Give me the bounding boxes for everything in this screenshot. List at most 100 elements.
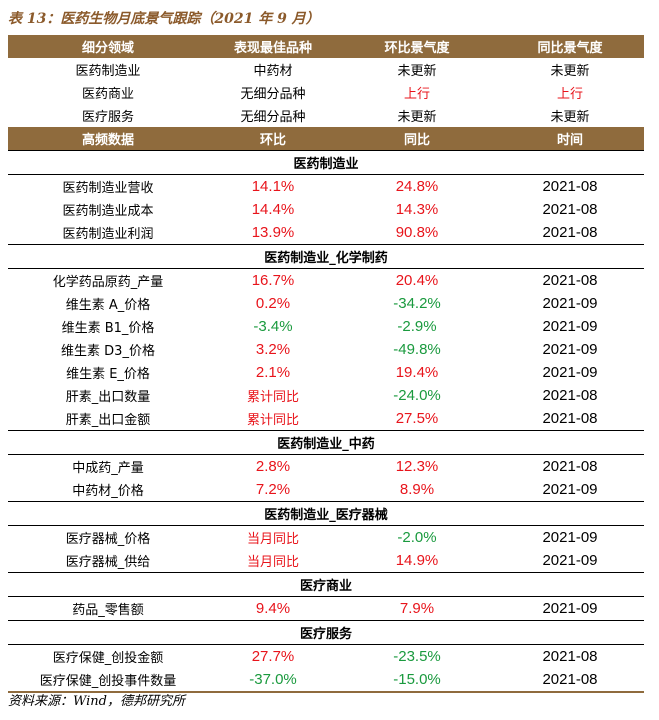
table-row: 维生素 D3_价格 3.2% -49.8% 2021-09	[8, 338, 644, 361]
table-cell: 3.2%	[255, 341, 291, 358]
table-cell: 7.2%	[255, 481, 291, 498]
column-header: 环比景气度	[338, 35, 496, 58]
row-label: 医疗器械_价格	[65, 532, 151, 547]
table-cell: 未更新	[397, 64, 437, 79]
table-row: 医疗保健_创投金额 27.7% -23.5% 2021-08	[8, 645, 644, 669]
table-row: 维生素 A_价格 0.2% -34.2% 2021-09	[8, 292, 644, 315]
column-header: 时间	[496, 127, 644, 151]
table-cell: 27.5%	[395, 410, 439, 427]
table-cell: 12.3%	[395, 458, 439, 475]
table-cell: 13.9%	[251, 224, 295, 241]
row-label: 中药材_价格	[72, 484, 144, 499]
table-cell: 累计同比	[246, 413, 299, 428]
table-cell: -2.0%	[397, 529, 437, 546]
column-header: 高频数据	[8, 127, 208, 151]
section-row: 医药制造业_化学制药	[8, 244, 644, 269]
table-cell: 2021-09	[542, 364, 598, 381]
table-cell: 2021-08	[496, 668, 644, 693]
table-row: 医药制造业营收 14.1% 24.8% 2021-08	[8, 175, 644, 199]
table-cell: 24.8%	[395, 178, 439, 195]
table-row: 化学药品原药_产量 16.7% 20.4% 2021-08	[8, 269, 644, 293]
section-row: 医疗服务	[8, 620, 644, 645]
table-cell: -15.0%	[338, 668, 496, 693]
row-label: 中成药_产量	[72, 461, 144, 476]
column-header: 同比景气度	[496, 35, 644, 58]
table-cell: 2021-09	[542, 318, 598, 335]
table-row: 医药制造业 中药材 未更新 未更新	[8, 58, 644, 81]
table-cell: 2021-09	[542, 481, 598, 498]
section-title: 医药制造业_中药	[8, 430, 644, 455]
table-row: 医药制造业成本 14.4% 14.3% 2021-08	[8, 198, 644, 221]
table-row: 药品_零售额 9.4% 7.9% 2021-09	[8, 597, 644, 621]
table-row: 医药商业 无细分品种 上行 上行	[8, 81, 644, 104]
table-cell: 14.3%	[395, 201, 439, 218]
table-cell: 当月同比	[246, 555, 299, 570]
table-cell: 19.4%	[395, 364, 439, 381]
table-cell: 2021-08	[542, 387, 598, 404]
table-cell: 27.7%	[251, 648, 295, 665]
table-cell: 2021-09	[542, 600, 598, 617]
table-cell: -23.5%	[393, 648, 441, 665]
header-row: 细分领域 表现最佳品种 环比景气度 同比景气度	[8, 35, 644, 58]
table-cell: 2.1%	[255, 364, 291, 381]
table-row: 肝素_出口数量 累计同比 -24.0% 2021-08	[8, 384, 644, 407]
section-title: 医药制造业	[8, 150, 644, 175]
row-label: 肝素_出口金额	[65, 413, 151, 428]
table-row: 医药制造业利润 13.9% 90.8% 2021-08	[8, 221, 644, 245]
section-row: 医药制造业_医疗器械	[8, 501, 644, 526]
row-label: 医疗器械_供给	[65, 555, 151, 570]
column-header: 环比	[208, 127, 338, 151]
table-cell: 9.4%	[255, 600, 291, 617]
row-label: 维生素 A_价格	[65, 298, 151, 313]
table-cell: 2021-09	[542, 529, 598, 546]
table-cell: 未更新	[550, 64, 590, 79]
table-cell: 2021-08	[542, 648, 598, 665]
row-label: 维生素 D3_价格	[61, 344, 155, 359]
table-cell: 2021-09	[542, 341, 598, 358]
section-row: 医药制造业	[8, 150, 644, 175]
table-cell: -37.0%	[208, 668, 338, 693]
table-row: 医疗保健_创投事件数量 -37.0% -15.0% 2021-08	[8, 668, 644, 693]
section-row: 医药制造业_中药	[8, 430, 644, 455]
table-cell: 7.9%	[399, 600, 435, 617]
table-cell: 2021-08	[542, 178, 598, 195]
table-cell: -3.4%	[253, 318, 293, 335]
row-label: 医药商业	[81, 87, 134, 102]
table-cell: 16.7%	[251, 272, 295, 289]
section-title: 医疗商业	[8, 572, 644, 597]
column-header: 表现最佳品种	[208, 35, 338, 58]
header-row: 高频数据 环比 同比 时间	[8, 127, 644, 151]
table-cell: 无细分品种	[240, 110, 306, 125]
row-label: 化学药品原药_产量	[52, 275, 164, 290]
table-cell: 中药材	[253, 64, 293, 79]
row-label: 医疗保健_创投事件数量	[8, 668, 208, 693]
section-row: 医疗商业	[8, 572, 644, 597]
row-label: 维生素 E_价格	[66, 367, 150, 382]
table-row: 中药材_价格 7.2% 8.9% 2021-09	[8, 478, 644, 502]
table-cell: 2021-08	[542, 272, 598, 289]
table-cell: 上行	[556, 87, 583, 102]
table-cell: -34.2%	[393, 295, 441, 312]
table-cell: 8.9%	[399, 481, 435, 498]
table-cell: 未更新	[550, 110, 590, 125]
table-row: 维生素 B1_价格 -3.4% -2.9% 2021-09	[8, 315, 644, 338]
table-cell: 14.4%	[251, 201, 295, 218]
table-cell: 20.4%	[395, 272, 439, 289]
table-cell: 2021-08	[542, 410, 598, 427]
table-cell: -24.0%	[393, 387, 441, 404]
table-row: 医疗器械_价格 当月同比 -2.0% 2021-09	[8, 526, 644, 550]
table-cell: -2.9%	[397, 318, 437, 335]
table-cell: 无细分品种	[240, 87, 306, 102]
table-cell: 2021-08	[542, 201, 598, 218]
row-label: 医药制造业利润	[62, 227, 154, 242]
table-cell: 上行	[403, 87, 430, 102]
table-cell: 2021-09	[542, 552, 598, 569]
table-title: 表 13：医药生物月底景气跟踪（2021 年 9 月）	[8, 11, 320, 27]
row-label: 维生素 B1_价格	[61, 321, 155, 336]
table-row: 肝素_出口金额 累计同比 27.5% 2021-08	[8, 407, 644, 431]
table-cell: 当月同比	[246, 532, 299, 547]
section-title: 医药制造业_化学制药	[8, 244, 644, 269]
table-cell: 14.9%	[395, 552, 439, 569]
table-row: 中成药_产量 2.8% 12.3% 2021-08	[8, 455, 644, 479]
section-title: 医药制造业_医疗器械	[8, 501, 644, 526]
